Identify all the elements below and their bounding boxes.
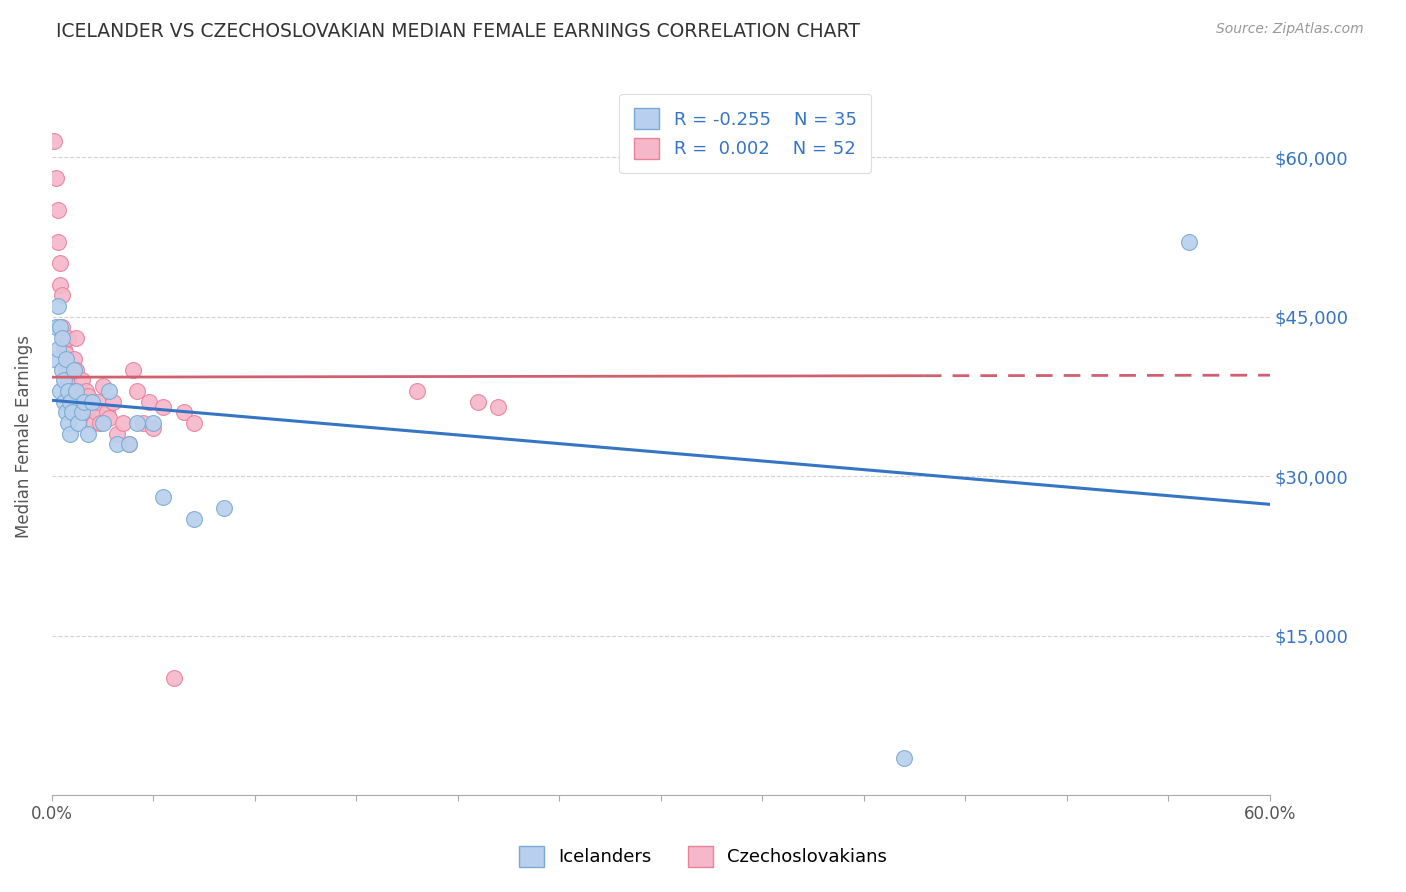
Point [65,363,87,377]
Point [46,235,69,250]
Point [132,416,155,430]
Point [87,394,110,409]
Point [70,394,93,409]
Point [73,394,96,409]
Point [125,416,148,430]
Point [152,491,174,505]
Point [55,363,77,377]
Point [65,331,87,345]
Point [97,384,120,398]
Point [89,416,111,430]
Point [45,171,67,186]
Point [111,416,134,430]
Point [75,384,97,398]
Point [122,363,145,377]
Point [101,394,124,409]
Point [1177,235,1199,250]
Point [51,363,73,377]
Point [45,320,67,334]
Point [67,416,90,430]
Point [138,394,160,409]
Point [893,751,915,765]
Point [52,342,75,356]
Point [46,203,69,218]
Point [70,405,93,419]
Point [162,671,184,685]
Point [60,405,83,419]
Point [183,511,205,525]
Point [59,378,82,392]
Point [77,389,100,403]
Point [214,501,236,516]
Point [51,331,73,345]
Point [55,352,77,367]
Point [91,378,114,392]
Legend: R = -0.255    N = 35, R =  0.002    N = 52: R = -0.255 N = 35, R = 0.002 N = 52 [620,94,872,173]
Legend: Icelanders, Czechoslovakians: Icelanders, Czechoslovakians [512,838,894,874]
Point [86,405,108,419]
Point [52,394,75,409]
Y-axis label: Median Female Earnings: Median Female Earnings [15,334,32,538]
Text: ICELANDER VS CZECHOSLOVAKIAN MEDIAN FEMALE EARNINGS CORRELATION CHART: ICELANDER VS CZECHOSLOVAKIAN MEDIAN FEMA… [56,22,860,41]
Point [46,299,69,313]
Point [42,352,65,367]
Point [51,288,73,302]
Point [406,384,429,398]
Point [49,256,72,270]
Point [49,277,72,292]
Point [52,331,75,345]
Point [70,373,93,387]
Point [183,416,205,430]
Text: Source: ZipAtlas.com: Source: ZipAtlas.com [1216,22,1364,37]
Point [56,384,79,398]
Point [49,384,72,398]
Point [82,394,104,409]
Point [55,347,77,361]
Point [56,373,79,387]
Point [52,373,75,387]
Point [60,384,83,398]
Point [82,394,104,409]
Point [83,416,105,430]
Point [59,394,82,409]
Point [118,437,141,451]
Point [105,426,128,441]
Point [46,342,69,356]
Point [56,331,79,345]
Point [105,437,128,451]
Point [152,400,174,414]
Point [60,389,83,403]
Point [79,400,101,414]
Point [125,384,148,398]
Point [96,405,118,419]
Point [63,352,86,367]
Point [118,437,141,451]
Point [55,405,77,419]
Point [73,405,96,419]
Point [69,384,91,398]
Point [42,134,65,148]
Point [142,421,165,435]
Point [59,426,82,441]
Point [97,410,120,425]
Point [67,394,90,409]
Point [51,320,73,334]
Point [77,426,100,441]
Point [65,384,87,398]
Point [63,363,86,377]
Point [467,394,489,409]
Point [486,400,509,414]
Point [56,416,79,430]
Point [91,416,114,430]
Point [173,405,195,419]
Point [49,320,72,334]
Point [142,416,165,430]
